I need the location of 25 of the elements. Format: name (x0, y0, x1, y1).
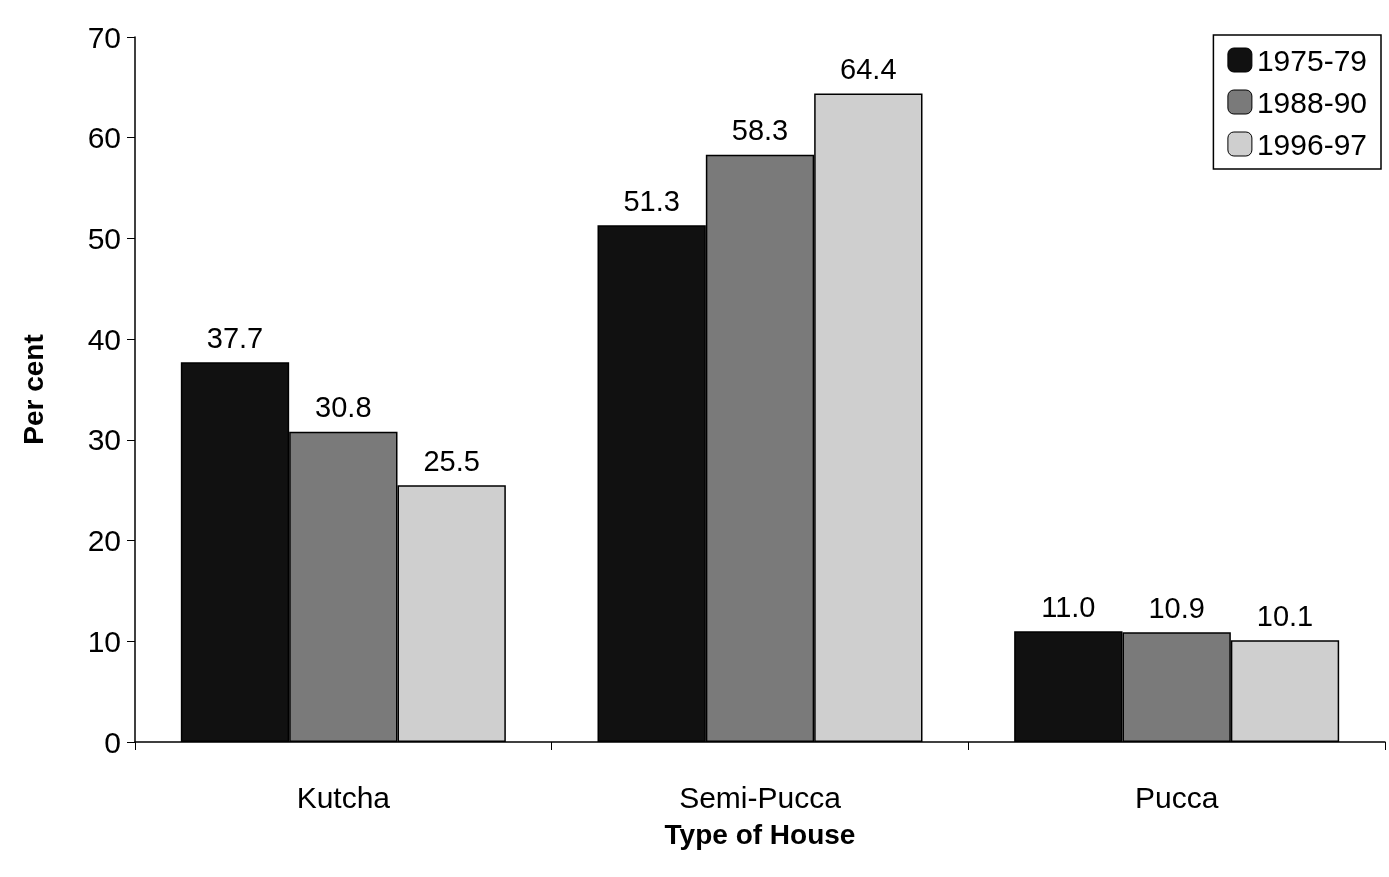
data-label: 10.1 (1256, 599, 1314, 632)
legend-label: 1996-97 (1256, 127, 1368, 161)
y-tick-label: 40 (87, 322, 121, 356)
legend-label: 1975-79 (1256, 43, 1368, 77)
data-label: 51.3 (623, 184, 680, 217)
legend-label: 1988-90 (1256, 85, 1368, 119)
x-axis-title: Type of House (664, 818, 856, 850)
y-tick-label: 30 (87, 423, 121, 457)
y-tick-label: 60 (87, 121, 121, 155)
data-label: 30.8 (315, 391, 372, 424)
y-tick-label: 50 (87, 221, 121, 255)
x-tick-label: Semi-Pucca (679, 780, 842, 814)
y-tick-label: 70 (87, 20, 121, 54)
y-tick-label: 10 (87, 624, 121, 658)
data-label: 64.4 (840, 52, 897, 85)
data-label: 11.0 (1041, 590, 1096, 623)
y-tick-label: 20 (87, 524, 121, 558)
data-label: 10.9 (1148, 591, 1205, 624)
data-label: 58.3 (731, 114, 789, 147)
y-axis-title: Per cent (17, 334, 49, 445)
data-label: 25.5 (423, 444, 480, 477)
data-label: 37.7 (206, 321, 264, 354)
x-tick-label: Pucca (1134, 780, 1219, 814)
x-tick-label: Kutcha (296, 780, 391, 814)
y-tick-label: 0 (104, 725, 121, 759)
